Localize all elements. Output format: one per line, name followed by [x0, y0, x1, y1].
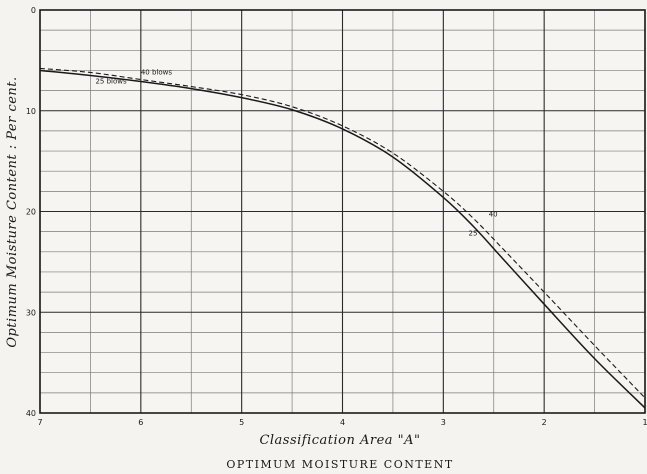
series-layer [39, 67, 646, 409]
x-tick-label-2: 2 [542, 418, 547, 427]
plot-frame [39, 9, 646, 414]
y-tick-label-20: 20 [26, 208, 36, 217]
y-tick-label-30: 30 [26, 308, 36, 317]
series-line-25 [39, 69, 646, 409]
curve-label-4: 25 [469, 230, 478, 238]
x-tick-label-5: 5 [239, 418, 244, 427]
chart-caption: OPTIMUM MOISTURE CONTENT [226, 458, 453, 471]
x-tick-label-3: 3 [441, 418, 446, 427]
y-tick-labels: 0 10 20 30 40 [26, 6, 36, 418]
y-tick-label-0: 0 [31, 6, 36, 15]
annotation-layer: 40 blows 25 blows 40 25 [95, 68, 497, 237]
y-tick-label-40: 40 [26, 409, 36, 418]
curve-label-1: 40 blows [141, 68, 173, 76]
curve-label-2: 25 blows [95, 78, 127, 86]
x-tick-labels: 7 6 5 4 3 2 1 [37, 418, 647, 427]
x-axis-title: Classification Area "A" [259, 433, 420, 448]
x-tick-label-1: 1 [642, 418, 647, 427]
y-axis-title: Optimum Moisture Content : Per cent. [5, 76, 20, 347]
series-line-40 [39, 67, 646, 399]
y-tick-label-10: 10 [26, 107, 36, 116]
x-tick-label-6: 6 [138, 418, 143, 427]
x-tick-label-7: 7 [37, 418, 42, 427]
curve-label-3: 40 [489, 211, 498, 219]
x-tick-label-4: 4 [340, 418, 345, 427]
